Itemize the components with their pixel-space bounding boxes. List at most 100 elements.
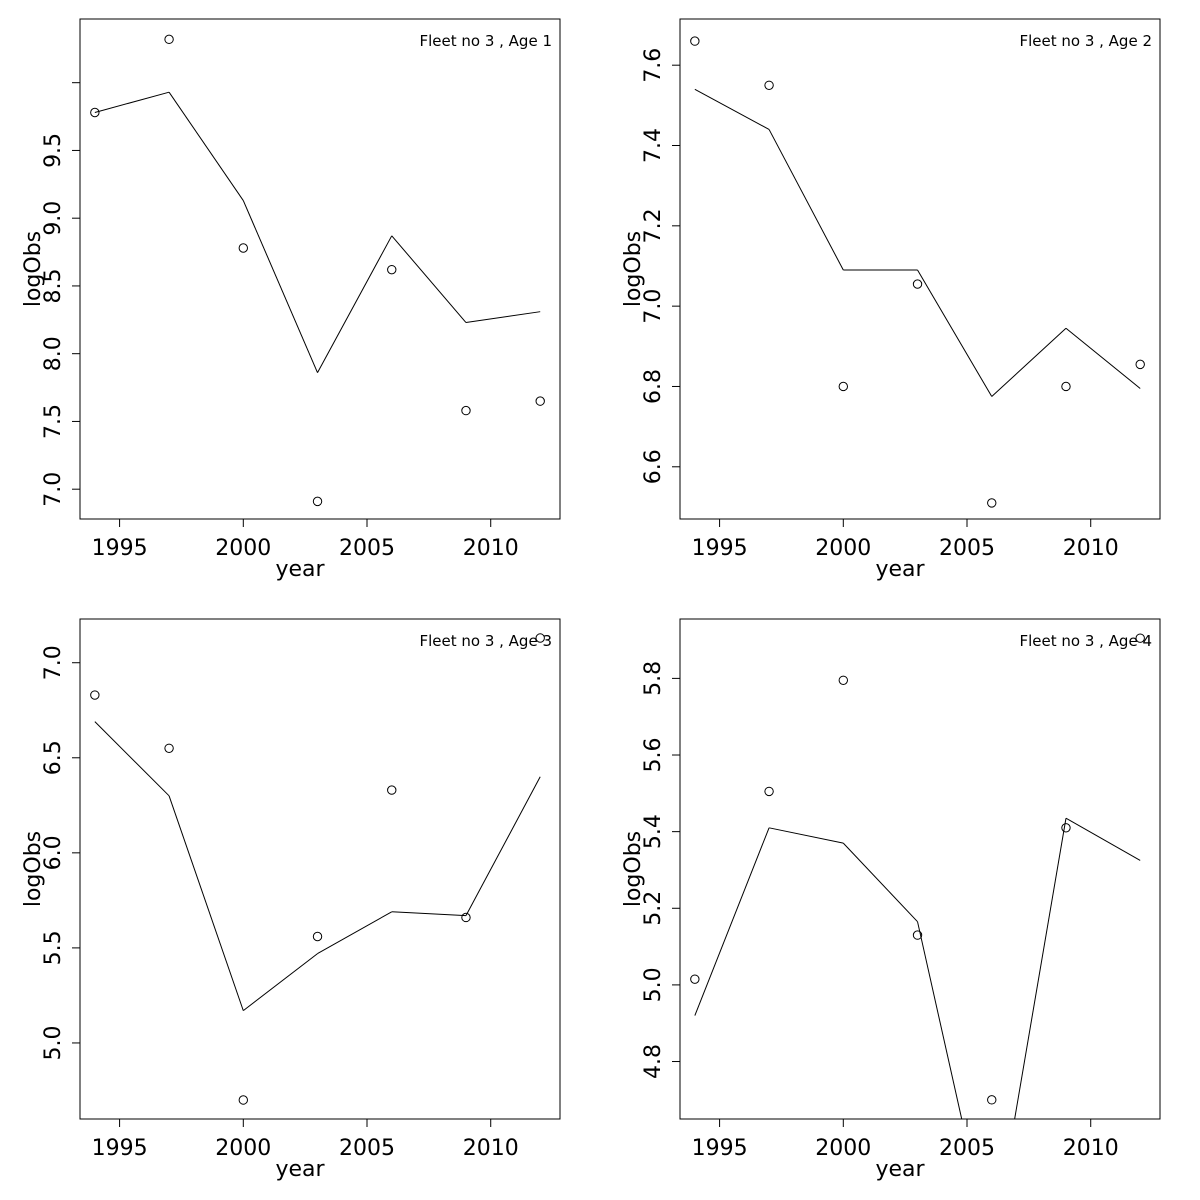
x-tick-label: 2010 [1063,536,1119,561]
x-axis-title: year [875,1157,925,1182]
observed-point [690,36,700,46]
fit-line-segment [168,795,244,1011]
observed-point [1061,823,1071,833]
x-tick-label: 2000 [815,1136,871,1161]
y-tick-label: 8.5 [41,268,66,303]
x-tick-label: 2005 [939,1136,995,1161]
observed-point [90,690,100,700]
y-tick-label: 7.0 [41,645,66,680]
y-tick-label: 5.2 [641,891,666,926]
y-tick-label: 9.5 [41,133,66,168]
observed-point [461,405,471,416]
y-axis-title: logObs [621,231,646,307]
y-tick-label: 4.8 [641,1044,666,1079]
x-axis-title: year [275,1157,325,1182]
fit-line-segment [168,91,244,201]
x-tick-label: 2005 [339,1136,395,1161]
observed-point [912,279,923,289]
observed-point [690,974,700,984]
observed-point [838,675,848,686]
panel-1: 1995 2000 2005 2010 7.0 7.5 8.0 8.5 9.0 9.5 year lo… [21,18,561,582]
y-tick-label: 7.0 [41,472,66,507]
x-tick-label: 2010 [463,1136,519,1161]
observed-point [90,107,100,118]
observed-point [1061,381,1071,392]
y-tick-label: 7.4 [641,128,666,163]
observed-point [987,1095,997,1105]
y-axis-title: logObs [621,831,646,907]
panel-title: Fleet no 3 , Age 3 [419,632,552,650]
x-tick-label: 2010 [1063,1136,1119,1161]
fit-line-segment [694,88,770,130]
observed-point [238,1095,248,1105]
y-tick-label: 5.8 [641,661,666,696]
observed-point [764,786,774,797]
panel-2: 1995 2000 2005 2010 6.6 6.8 7.0 7.2 7.4 7.6 year lo… [621,18,1161,582]
fit-line-segment [768,827,844,844]
fit-line-segment [1065,327,1141,389]
observed-point [1135,359,1145,370]
fit-line-segment [991,327,1067,397]
y-tick-label: 9.0 [41,201,66,236]
plot-frame [679,618,1161,1120]
fit-line-segment [317,911,392,955]
fit-line-segment [1014,818,1067,1119]
y-tick-label: 6.6 [641,449,666,484]
observed-point [535,396,545,406]
y-tick-label: 7.5 [41,404,66,439]
fit-line-segment [242,953,318,1012]
x-tick-label: 2000 [215,1136,271,1161]
x-tick-label: 2000 [815,536,871,561]
fit-line-segment [94,721,170,797]
x-axis-title: year [875,557,925,582]
y-tick-label: 7.0 [641,289,666,324]
observed-point [838,381,848,392]
plot-frame [679,18,1161,520]
fit-line-segment [694,827,770,1016]
panel-title: Fleet no 3 , Age 4 [1019,632,1152,650]
y-axis-title: logObs [21,831,46,907]
fit-line-segment [465,311,541,324]
y-tick-label: 7.2 [641,208,666,243]
observed-point [461,912,471,923]
x-tick-label: 1995 [92,1136,148,1161]
y-tick-label: 5.0 [641,967,666,1002]
observed-point [164,34,174,45]
fit-line-segment [317,235,393,373]
y-tick-label: 6.5 [41,740,66,775]
observed-point [912,930,923,940]
observed-point [764,80,774,90]
observed-point [1135,633,1145,643]
x-tick-label: 2010 [463,536,519,561]
observed-point [387,264,397,275]
y-tick-label: 6.8 [641,369,666,404]
y-tick-label: 6.0 [41,835,66,870]
y-tick-label: 5.4 [641,814,666,849]
fit-line-segment [917,921,963,1119]
observed-point [387,785,397,795]
panel-title: Fleet no 3 , Age 2 [1019,32,1152,50]
fit-line-segment [391,235,467,323]
observed-point [164,743,174,753]
panel-3: 1995 2000 2005 2010 5.0 5.5 6.0 6.5 7.0 year logOb… [21,618,561,1182]
fit-line-segment [917,269,993,397]
fit-line-segment [768,129,844,271]
x-axis-title: year [275,557,325,582]
fit-line-segment [391,911,467,917]
y-tick-label: 5.5 [41,930,66,965]
plot-frame [79,618,561,1120]
observed-point [987,498,997,508]
y-tick-label: 5.0 [41,1025,66,1060]
fit-line-segment [242,200,318,373]
y-tick-label: 7.6 [641,48,666,83]
x-tick-label: 2005 [939,536,995,561]
x-tick-label: 2005 [339,536,395,561]
panel-title: Fleet no 3 , Age 1 [419,32,552,50]
fit-line-segment [465,776,541,916]
observed-point [238,243,248,253]
observed-point [312,496,323,507]
plot-frame [79,18,561,520]
y-tick-label: 8.0 [41,336,66,371]
observed-point [312,931,323,942]
y-axis-title: logObs [21,231,46,307]
